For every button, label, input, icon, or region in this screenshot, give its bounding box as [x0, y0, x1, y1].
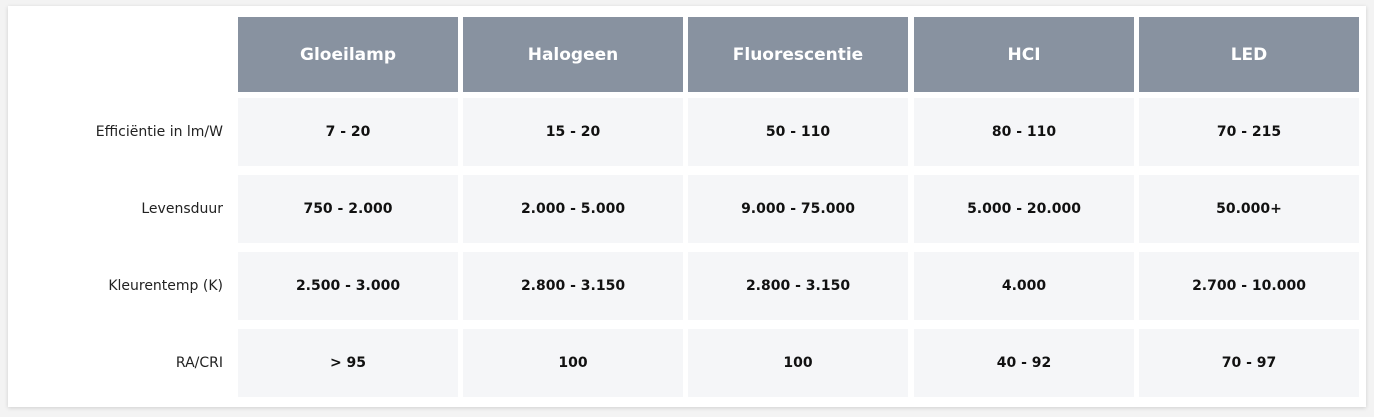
table-cell: 750 - 2.000 — [238, 175, 458, 243]
row-label: RA/CRI — [175, 355, 223, 371]
row-label: Levensduur — [141, 201, 223, 217]
column-header: LED — [1139, 17, 1359, 92]
column-header: Fluorescentie — [688, 17, 908, 92]
table-cell: 5.000 - 20.000 — [914, 175, 1134, 243]
table-cell: 40 - 92 — [914, 329, 1134, 397]
table-cell: 7 - 20 — [238, 98, 458, 166]
table-cell: 2.500 - 3.000 — [238, 252, 458, 320]
table-cell: 70 - 97 — [1139, 329, 1359, 397]
table-cell: 2.000 - 5.000 — [463, 175, 683, 243]
column-header: HCI — [914, 17, 1134, 92]
table-cell: 15 - 20 — [463, 98, 683, 166]
table-cell: 2.800 - 3.150 — [688, 252, 908, 320]
table-cell: 100 — [688, 329, 908, 397]
table-cell: 80 - 110 — [914, 98, 1134, 166]
row-label: Kleurentemp (K) — [108, 278, 223, 294]
table-cell: 9.000 - 75.000 — [688, 175, 908, 243]
table-cell: 70 - 215 — [1139, 98, 1359, 166]
table-cell: 100 — [463, 329, 683, 397]
table-cell: 50 - 110 — [688, 98, 908, 166]
comparison-table: Gloeilamp Halogeen Fluorescentie HCI LED Effi… — [8, 6, 1366, 407]
table-cell: 50.000+ — [1139, 175, 1359, 243]
table-cell: 4.000 — [914, 252, 1134, 320]
table-cell: > 95 — [238, 329, 458, 397]
column-header: Halogeen — [463, 17, 683, 92]
table-cell: 2.700 - 10.000 — [1139, 252, 1359, 320]
row-label: Efficiëntie in lm/W — [95, 124, 223, 140]
table-cell: 2.800 - 3.150 — [463, 252, 683, 320]
column-header: Gloeilamp — [238, 17, 458, 92]
